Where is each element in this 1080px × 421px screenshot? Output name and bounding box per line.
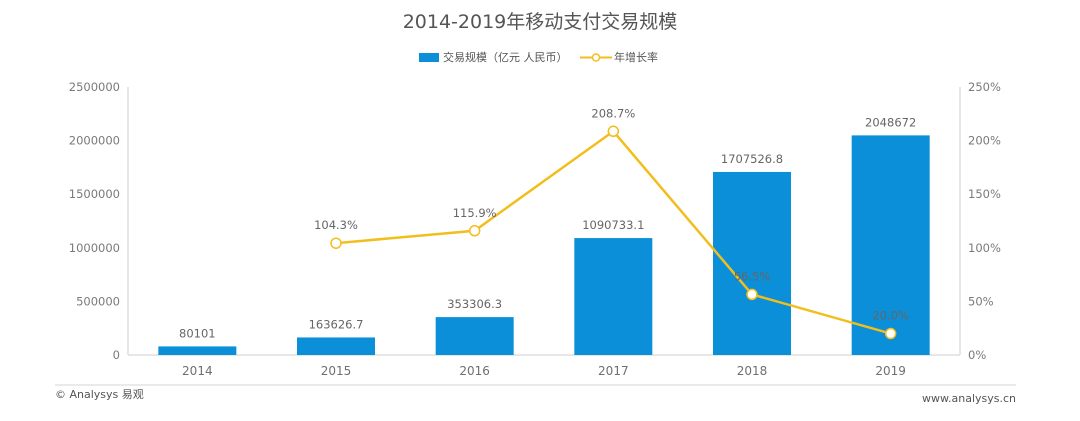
bar-value-label: 1707526.8: [721, 152, 783, 166]
left-axis-ticks: 0 500000 1000000 1500000 2000000 2500000: [69, 80, 120, 362]
growth-point-2015: [330, 237, 342, 249]
left-axis-tick-label: 1000000: [69, 241, 120, 255]
left-axis-tick-label: 0: [113, 348, 120, 362]
bar-value-labels: 80101 163626.7 353306.3 1090733.1 1707526.8 2…: [179, 115, 916, 340]
left-axis-tick-label: 500000: [76, 294, 120, 308]
right-axis-tick-label: 0%: [968, 348, 986, 362]
footer-copyright: © Analysys 易观: [55, 388, 144, 401]
left-axis-tick-label: 2000000: [69, 134, 120, 148]
legend-line-label: 年增长率: [614, 50, 658, 64]
legend-line-marker: [591, 53, 601, 62]
chart-title: 2014-2019年移动支付交易规模: [403, 11, 678, 33]
right-axis-tick-label: 200%: [968, 134, 1001, 148]
bar-value-label: 1090733.1: [582, 218, 644, 232]
growth-value-label: 208.7%: [591, 106, 635, 120]
x-axis-tick-label: 2016: [459, 364, 490, 378]
x-axis-tick-label: 2017: [598, 364, 629, 378]
growth-value-labels: 104.3% 115.9% 208.7% 56.5% 20.0%: [314, 106, 909, 322]
growth-point-2019: [884, 327, 897, 340]
legend: 交易规模（亿元 人民币） 年增长率: [419, 50, 658, 64]
bar-2019: [851, 135, 930, 355]
growth-value-label: 115.9%: [453, 206, 497, 220]
bar-2014: [158, 346, 237, 355]
bar-value-label: 163626.7: [309, 317, 364, 331]
bar-series: [158, 135, 930, 355]
x-axis-tick-label: 2019: [875, 364, 906, 378]
right-axis-tick-label: 250%: [968, 80, 1001, 94]
growth-point-2018: [746, 288, 758, 301]
right-axis-tick-label: 100%: [968, 241, 1001, 255]
x-axis-tick-label: 2014: [182, 364, 213, 378]
legend-bar-swatch: [419, 53, 439, 62]
footer-website: www.analysys.cn: [922, 392, 1016, 405]
x-axis-tick-label: 2018: [737, 364, 768, 378]
left-axis-tick-label: 2500000: [69, 80, 120, 94]
right-axis-tick-label: 50%: [968, 294, 994, 308]
growth-point-2017: [607, 125, 620, 138]
bar-2015: [297, 337, 375, 355]
left-axis-tick-label: 1500000: [69, 187, 120, 201]
bar-2016: [435, 317, 514, 355]
growth-line-series: [330, 125, 897, 340]
x-axis-tick-label: 2015: [321, 364, 352, 378]
bar-value-label: 80101: [179, 326, 216, 340]
growth-value-label: 20.0%: [872, 309, 909, 323]
bar-2017: [574, 238, 653, 355]
x-axis-ticks: 2014 2015 2016 2017 2018 2019: [182, 364, 906, 378]
legend-bar-label: 交易规模（亿元 人民币）: [443, 50, 568, 64]
growth-value-label: 56.5%: [734, 269, 771, 283]
growth-value-label: 104.3%: [314, 218, 358, 232]
right-axis-tick-label: 150%: [968, 187, 1001, 201]
bar-value-label: 353306.3: [447, 297, 502, 311]
growth-point-2016: [468, 225, 481, 237]
bar-value-label: 2048672: [865, 115, 916, 129]
right-axis-ticks: 0% 50% 100% 150% 200% 250%: [968, 80, 1001, 362]
